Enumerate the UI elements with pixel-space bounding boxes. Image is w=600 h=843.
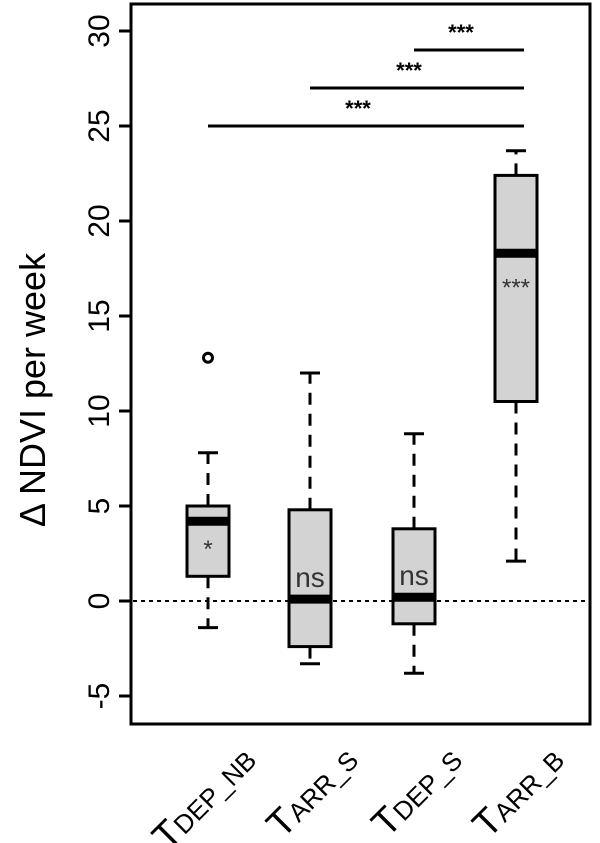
box-significance-label: ns <box>399 560 429 591</box>
x-category-sub: ARR_S <box>282 745 365 828</box>
box-4: *** <box>493 149 539 563</box>
box-significance-label: * <box>203 536 212 563</box>
comparison-label: *** <box>345 96 371 121</box>
x-category-label: TARR_S <box>259 739 366 843</box>
y-tick-label: -5 <box>83 683 116 710</box>
y-tick-label: 30 <box>83 14 116 47</box>
y-tick-label: 25 <box>83 109 116 142</box>
box-3: ns <box>391 432 437 675</box>
box-body <box>287 508 333 649</box>
box-body <box>493 173 539 403</box>
y-tick-label: 5 <box>83 498 116 515</box>
comparison-label: *** <box>448 20 474 45</box>
x-category-label: TDEP_NB <box>145 739 265 843</box>
x-category-label: TARR_B <box>465 739 572 843</box>
box-1: * <box>185 351 231 630</box>
x-category-sub: ARR_B <box>488 745 571 828</box>
y-tick-label: 0 <box>83 593 116 610</box>
box-2: ns <box>287 371 333 666</box>
y-tick-label: 10 <box>83 394 116 427</box>
comparison-brackets: *** *** *** <box>208 20 524 128</box>
x-category-label: TDEP_S <box>364 739 470 843</box>
comparison-label: *** <box>396 58 422 83</box>
y-axis-title: Δ NDVI per week <box>12 252 53 527</box>
plot-frame <box>129 2 592 726</box>
box-significance-label: ns <box>295 562 325 593</box>
y-tick-label: 20 <box>83 204 116 237</box>
y-tick-label: 15 <box>83 299 116 332</box>
y-axis: -5 0 5 10 15 20 25 30 <box>83 14 131 709</box>
outlier-point <box>202 351 214 364</box>
box-group: * ns ns *** <box>185 149 539 675</box>
box-significance-label: *** <box>502 274 530 301</box>
x-category-sub: DEP_S <box>387 745 469 827</box>
box-body <box>391 527 437 626</box>
x-category-sub: DEP_NB <box>167 745 262 840</box>
